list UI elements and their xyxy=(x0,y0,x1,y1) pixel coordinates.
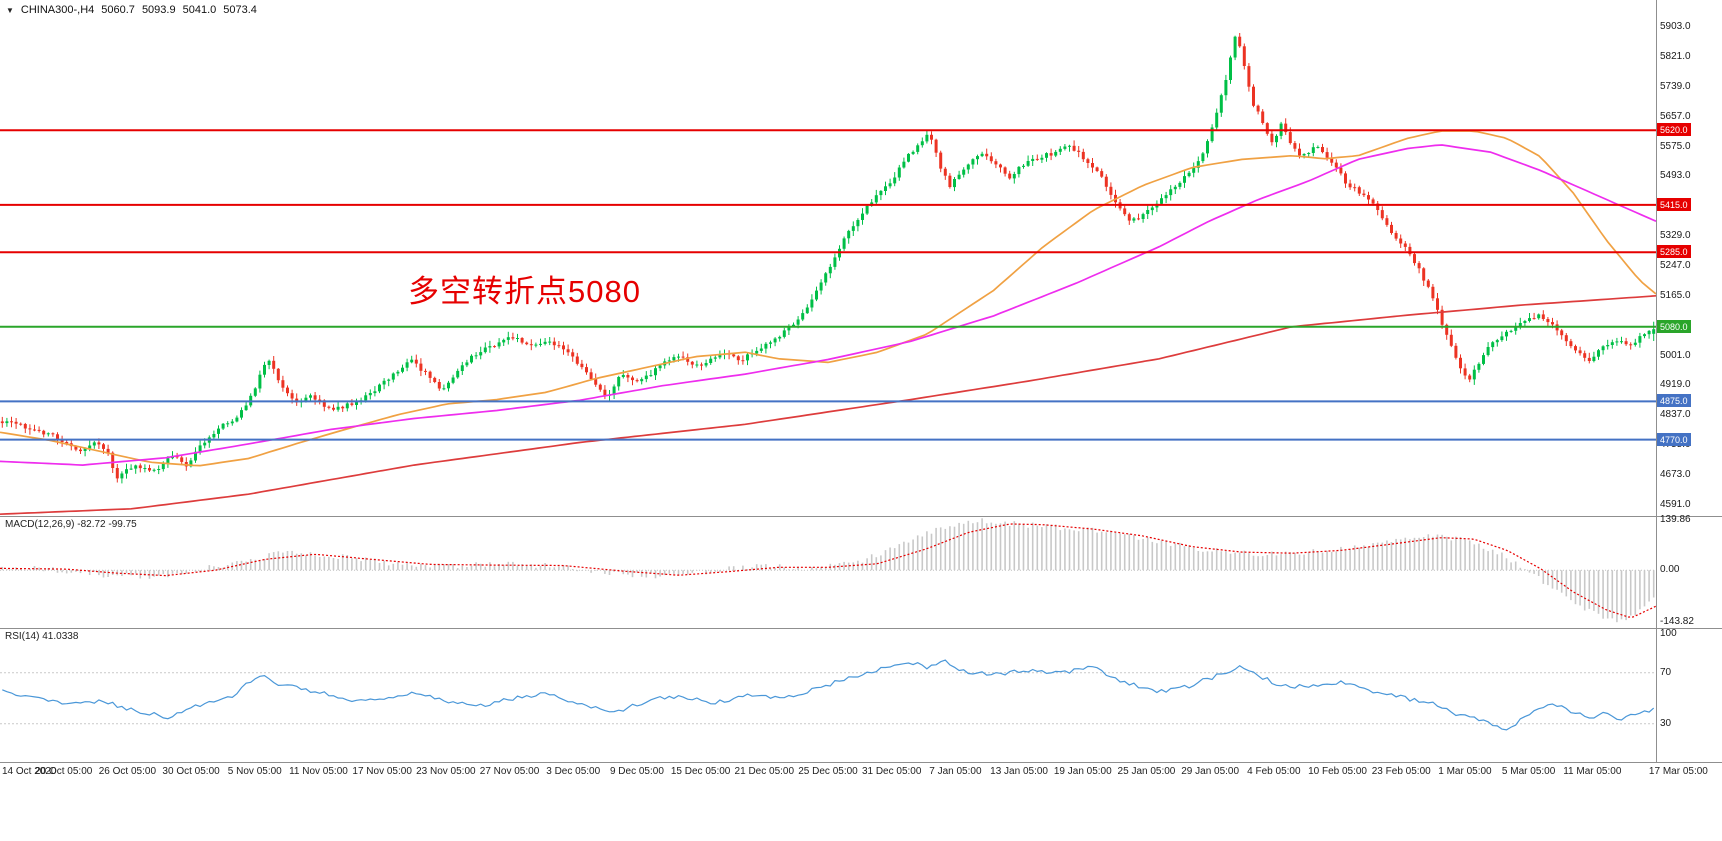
price-tick-label: 5575.0 xyxy=(1660,140,1691,152)
price-tick-label: 4919.0 xyxy=(1660,379,1691,391)
time-tick-label: 3 Dec 05:00 xyxy=(546,766,601,777)
macd-tick-label: 0.00 xyxy=(1660,564,1680,576)
price-line-badge: 5620.0 xyxy=(1657,123,1691,137)
rsi-tick-label: 70 xyxy=(1660,666,1672,678)
time-tick-label: 30 Oct 05:00 xyxy=(162,766,220,777)
time-axis-separator xyxy=(0,762,1722,763)
time-axis[interactable]: 14 Oct 2020 20 Oct 05:00 26 Oct 05:00 30 Oc… xyxy=(0,762,1722,786)
time-tick-label: 20 Oct 05:00 xyxy=(35,766,93,777)
price-tick-label: 5001.0 xyxy=(1660,349,1691,361)
time-tick-label: 5 Nov 05:00 xyxy=(227,766,282,777)
rsi-pane-separator[interactable] xyxy=(0,628,1722,629)
time-tick-label: 13 Jan 05:00 xyxy=(990,766,1048,777)
time-tick-label: 1 Mar 05:00 xyxy=(1438,766,1492,777)
time-tick-label: 23 Nov 05:00 xyxy=(416,766,476,777)
pivot-annotation-text: 多空转折点5080 xyxy=(408,274,641,309)
time-tick-label: 21 Dec 05:00 xyxy=(734,766,795,777)
time-tick-label: 10 Feb 05:00 xyxy=(1308,766,1367,777)
time-tick-label: 9 Dec 05:00 xyxy=(609,766,664,777)
time-tick-label: 25 Jan 05:00 xyxy=(1117,766,1176,777)
symbol-timeframe-label: CHINA300-,H4 xyxy=(20,4,95,16)
macd-indicator-label: MACD(12,26,9) -82.72 -99.75 xyxy=(5,519,137,530)
price-tick-label: 5329.0 xyxy=(1660,230,1691,242)
time-tick-label: 4 Feb 05:00 xyxy=(1247,766,1301,777)
time-tick-label: 17 Nov 05:00 xyxy=(352,766,412,777)
time-tick-label: 15 Dec 05:00 xyxy=(670,766,731,777)
price-tick-label: 5739.0 xyxy=(1660,80,1691,92)
time-tick-label: 25 Dec 05:00 xyxy=(798,766,858,777)
price-tick-label: 4837.0 xyxy=(1660,409,1691,421)
price-line-badge: 4770.0 xyxy=(1657,432,1691,446)
main-chart-canvas[interactable] xyxy=(0,0,1656,516)
time-tick-label: 31 Dec 05:00 xyxy=(861,766,922,777)
macd-indicator-canvas[interactable] xyxy=(0,516,1656,628)
price-line-badge: 5415.0 xyxy=(1657,197,1691,211)
collapse-chart-icon[interactable]: ▼ xyxy=(6,5,14,15)
symbol-info-bar: ▼ CHINA300-,H4 5060.7 5093.9 5041.0 5073… xyxy=(6,4,257,16)
time-tick-label: 7 Jan 05:00 xyxy=(929,766,982,777)
ohlc-open-value: 5060.7 xyxy=(101,4,135,16)
time-tick-label: 27 Nov 05:00 xyxy=(479,766,540,777)
price-tick-label: 5821.0 xyxy=(1660,51,1691,63)
price-axis[interactable]: 5903.05821.05739.05657.05575.05493.05411… xyxy=(1656,0,1722,784)
rsi-indicator-label: RSI(14) 41.0338 xyxy=(5,631,79,642)
price-line-badge: 5285.0 xyxy=(1657,245,1691,259)
time-tick-label: 26 Oct 05:00 xyxy=(98,766,157,777)
rsi-tick-label: 100 xyxy=(1660,628,1677,640)
price-tick-label: 4591.0 xyxy=(1660,498,1691,510)
price-tick-label: 5903.0 xyxy=(1660,21,1691,33)
rsi-indicator-canvas[interactable] xyxy=(0,628,1656,762)
time-tick-label: 11 Nov 05:00 xyxy=(289,766,348,777)
macd-tick-label: -143.82 xyxy=(1660,616,1694,628)
price-tick-label: 5493.0 xyxy=(1660,170,1691,182)
time-tick-label: 23 Feb 05:00 xyxy=(1371,766,1431,777)
price-tick-label: 5657.0 xyxy=(1660,110,1691,122)
time-tick-label: 29 Jan 05:00 xyxy=(1181,766,1240,777)
ohlc-low-value: 5041.0 xyxy=(182,4,217,16)
ohlc-close-value: 5073.4 xyxy=(223,4,257,16)
price-tick-label: 5247.0 xyxy=(1660,260,1691,271)
price-line-badge: 5080.0 xyxy=(1657,319,1691,333)
price-tick-label: 4673.0 xyxy=(1660,468,1691,480)
time-tick-label: 11 Mar 05:00 xyxy=(1563,766,1622,777)
price-line-badge: 4875.0 xyxy=(1657,394,1691,408)
macd-pane-separator[interactable] xyxy=(0,516,1722,517)
time-tick-label: 5 Mar 05:00 xyxy=(1501,766,1556,777)
time-tick-label: 19 Jan 05:00 xyxy=(1053,766,1112,777)
ohlc-high-value: 5093.9 xyxy=(141,4,176,16)
price-tick-label: 5165.0 xyxy=(1660,289,1691,301)
time-tick-label: 14 Oct 2020 xyxy=(2,766,57,777)
rsi-tick-label: 30 xyxy=(1660,717,1672,729)
time-tick-label: 17 Mar 05:00 xyxy=(1648,766,1708,777)
price-axis-separator xyxy=(1656,0,1657,762)
macd-tick-label: 139.86 xyxy=(1660,513,1691,525)
